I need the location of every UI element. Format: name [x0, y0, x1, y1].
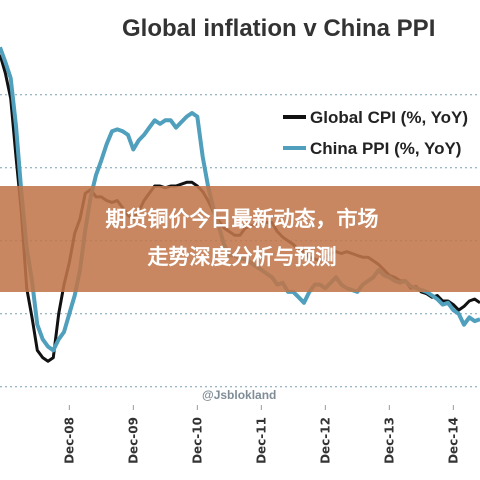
overlay-headline-line1: 期货铜价今日最新动态，市场 [106, 207, 379, 231]
overlay-headline-line2: 走势深度分析与预测 [148, 245, 337, 269]
legend-label-china-ppi: China PPI (%, YoY) [310, 139, 461, 158]
x-tick-label-dec-09: Dec-09 [126, 417, 140, 464]
chart-title: Global inflation v China PPI [122, 15, 435, 42]
x-axis-ticks: Dec-08 Dec-09 Dec-10 Dec-11 Dec-12 Dec-13 Dec-… [62, 405, 460, 464]
legend-label-global-cpi: Global CPI (%, YoY) [310, 108, 468, 127]
x-tick-label-dec-12: Dec-12 [318, 417, 332, 464]
x-tick-label-dec-13: Dec-13 [382, 417, 396, 464]
x-tick-label-dec-11: Dec-11 [254, 417, 268, 464]
legend: Global CPI (%, YoY) China PPI (%, YoY) [283, 108, 468, 158]
x-tick-label-dec-08: Dec-08 [62, 417, 76, 464]
watermark: @Jsblokland [202, 388, 276, 402]
x-tick-label-dec-14: Dec-14 [446, 417, 460, 464]
x-tick-label-dec-10: Dec-10 [190, 417, 204, 464]
overlay-banner [0, 186, 480, 292]
